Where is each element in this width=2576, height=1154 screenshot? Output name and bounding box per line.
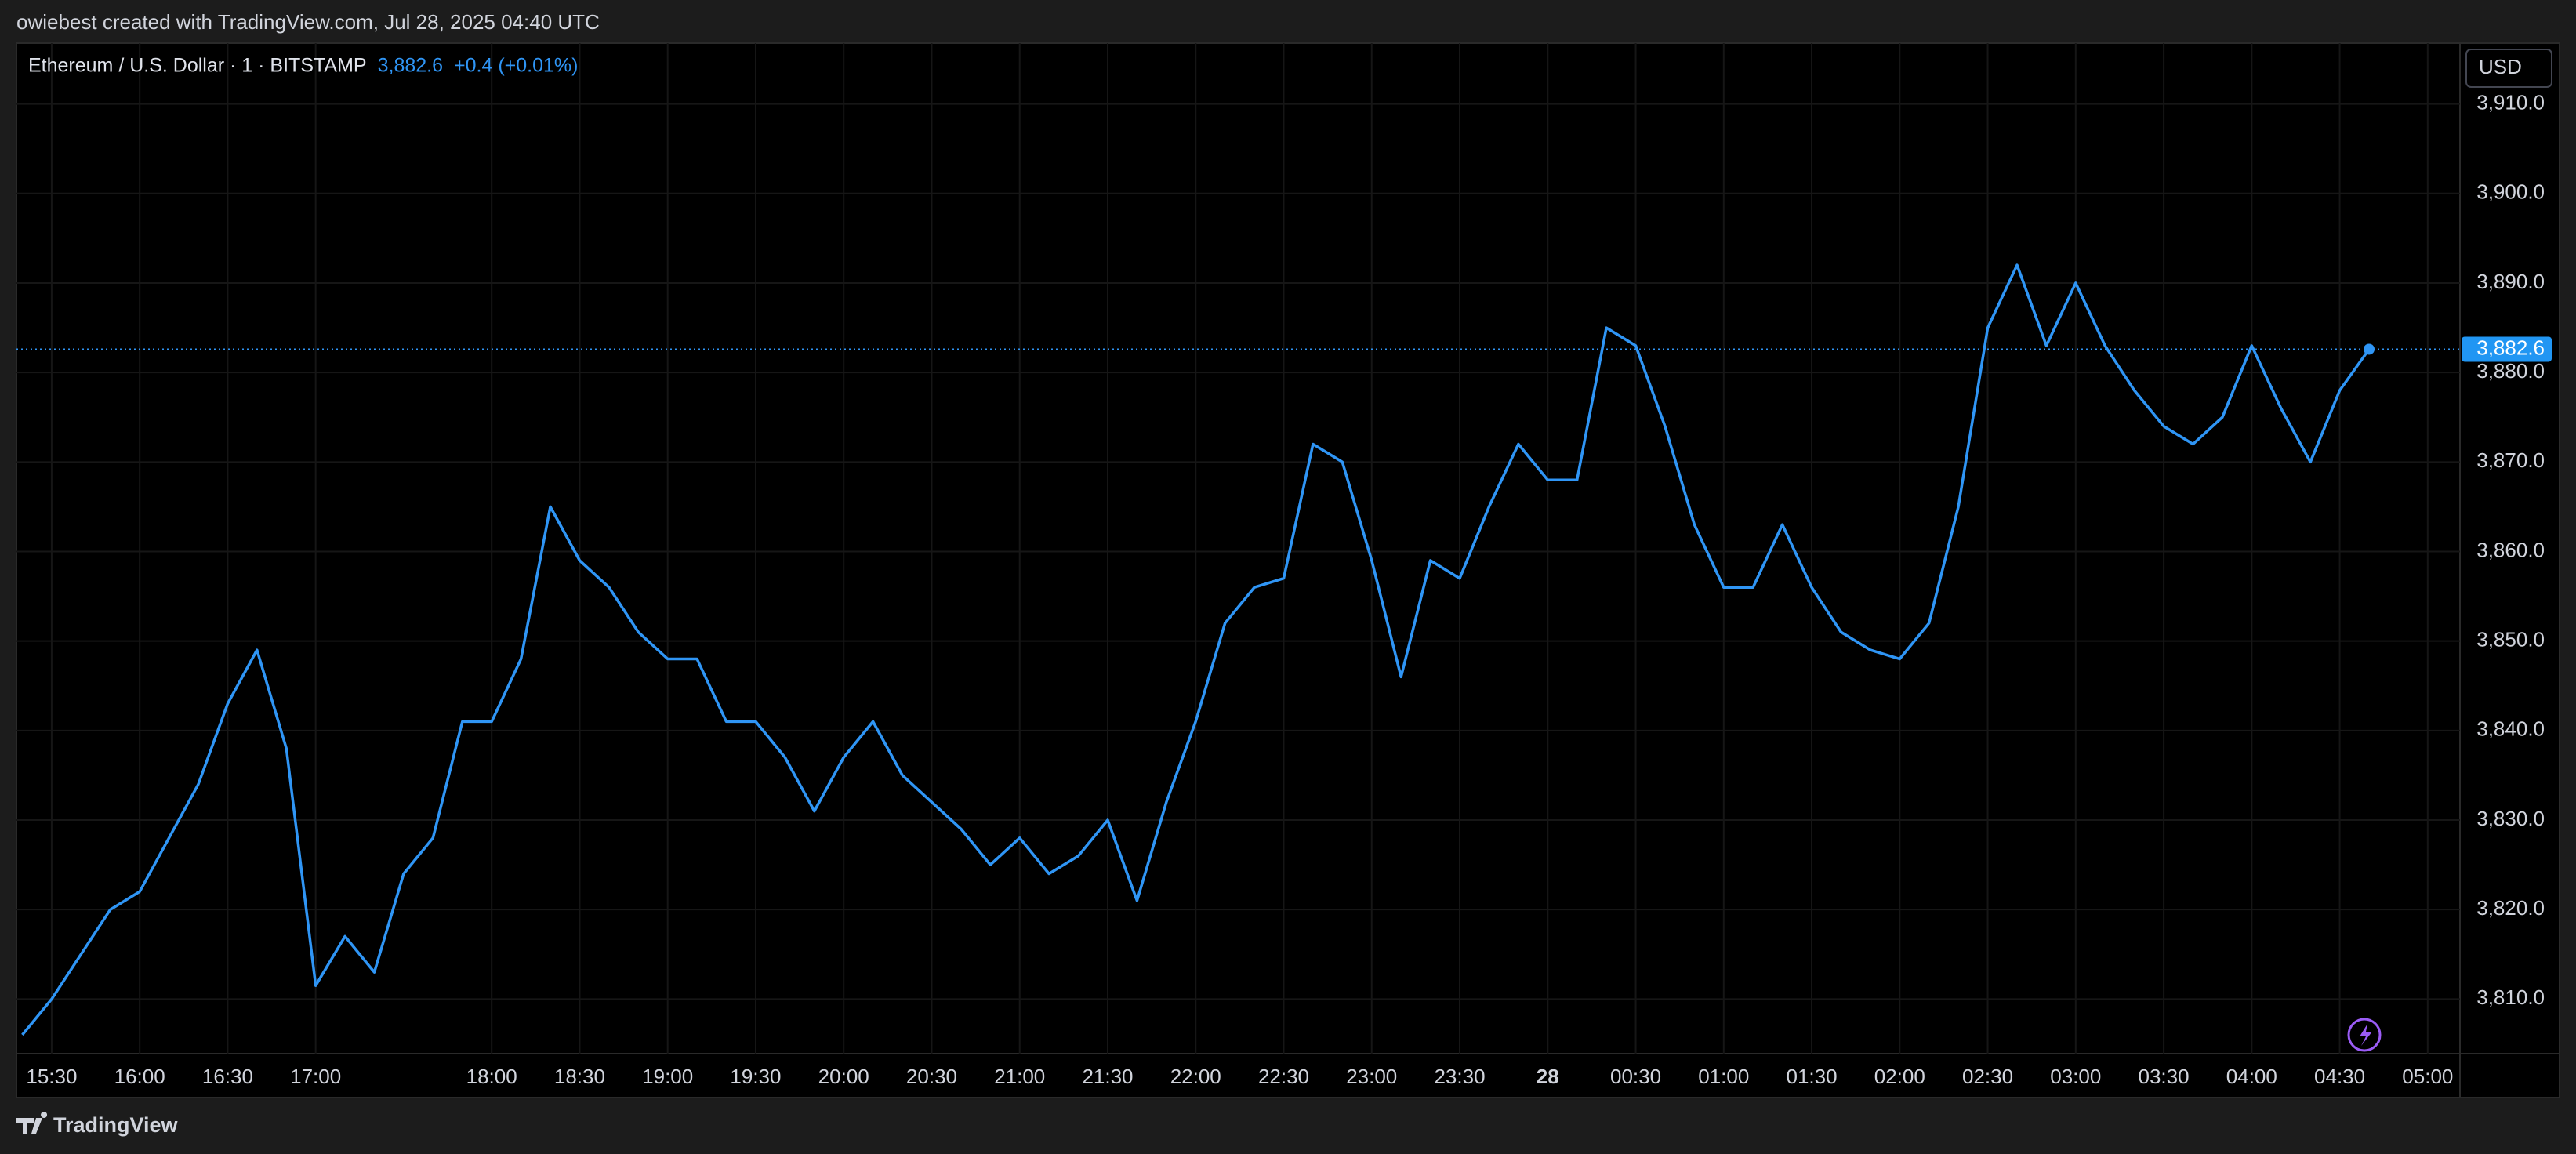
x-tick-label: 02:00 (1874, 1065, 1925, 1088)
x-tick-label: 02:30 (1962, 1065, 2013, 1088)
x-tick-label: 15:30 (26, 1065, 77, 1088)
brand-logo (16, 1112, 48, 1134)
x-tick-label: 22:00 (1170, 1065, 1221, 1088)
last-price-label: 3,882.6 (2476, 336, 2545, 359)
x-tick-label: 17:00 (290, 1065, 341, 1088)
legend-symbol: Ethereum / U.S. Dollar · 1 · BITSTAMP (28, 55, 367, 77)
x-tick-label: 18:00 (466, 1065, 517, 1088)
x-tick-label: 03:00 (2050, 1065, 2101, 1088)
last-point (2364, 343, 2375, 355)
y-tick-label: 3,890.0 (2476, 270, 2545, 293)
y-tick-label: 3,830.0 (2476, 807, 2545, 830)
x-tick-label: 22:30 (1258, 1065, 1309, 1088)
x-tick-label: 01:30 (1787, 1065, 1838, 1088)
x-tick-label: 04:30 (2314, 1065, 2365, 1088)
y-tick-label: 3,870.0 (2476, 448, 2545, 472)
last-price-box (2462, 336, 2552, 362)
alert-icon[interactable] (2347, 1018, 2382, 1052)
x-tick-label: 23:00 (1346, 1065, 1397, 1088)
plot (16, 263, 2460, 1036)
x-tick-label: 19:00 (642, 1065, 693, 1088)
x-tick-label: 16:30 (202, 1065, 253, 1088)
x-tick-label: 23:30 (1434, 1065, 1485, 1088)
y-tick-label: 3,850.0 (2476, 628, 2545, 651)
x-tick-label: 20:30 (906, 1065, 957, 1088)
x-tick-label: 01:00 (1698, 1065, 1749, 1088)
currency-label[interactable]: USD (2479, 55, 2522, 78)
attribution: owiebest created with TradingView.com, J… (16, 10, 600, 34)
x-tick-label: 04:00 (2226, 1065, 2277, 1088)
y-tick-label: 3,820.0 (2476, 896, 2545, 920)
x-tick-label: 03:30 (2139, 1065, 2190, 1088)
alert-bolt (2360, 1024, 2372, 1046)
brand-name: TradingView (53, 1113, 179, 1137)
x-tick-label: 19:30 (730, 1065, 781, 1088)
legend-change: +0.4 (+0.01%) (454, 55, 578, 77)
x-tick-label: 16:00 (114, 1065, 165, 1088)
y-tick-label: 3,840.0 (2476, 717, 2545, 741)
price-line (21, 263, 2371, 1036)
x-tick-label: 00:30 (1610, 1065, 1661, 1088)
legend-price: 3,882.6 (378, 55, 443, 77)
x-tick-label: 20:00 (818, 1065, 869, 1088)
x-tick-label: 18:30 (554, 1065, 605, 1088)
x-tick-label: 21:30 (1082, 1065, 1133, 1088)
y-tick-label: 3,860.0 (2476, 538, 2545, 561)
x-tick-label: 28 (1537, 1065, 1559, 1088)
y-tick-label: 3,880.0 (2476, 359, 2545, 383)
y-tick-label: 3,900.0 (2476, 180, 2545, 204)
y-tick-label: 3,910.0 (2476, 91, 2545, 114)
x-tick-label: 05:00 (2402, 1065, 2453, 1088)
chart-panel (16, 42, 2560, 1098)
x-tick-label: 21:00 (994, 1065, 1045, 1088)
grid (16, 43, 2460, 1054)
y-tick-label: 3,810.0 (2476, 985, 2545, 1009)
currency-button[interactable] (2465, 49, 2552, 88)
